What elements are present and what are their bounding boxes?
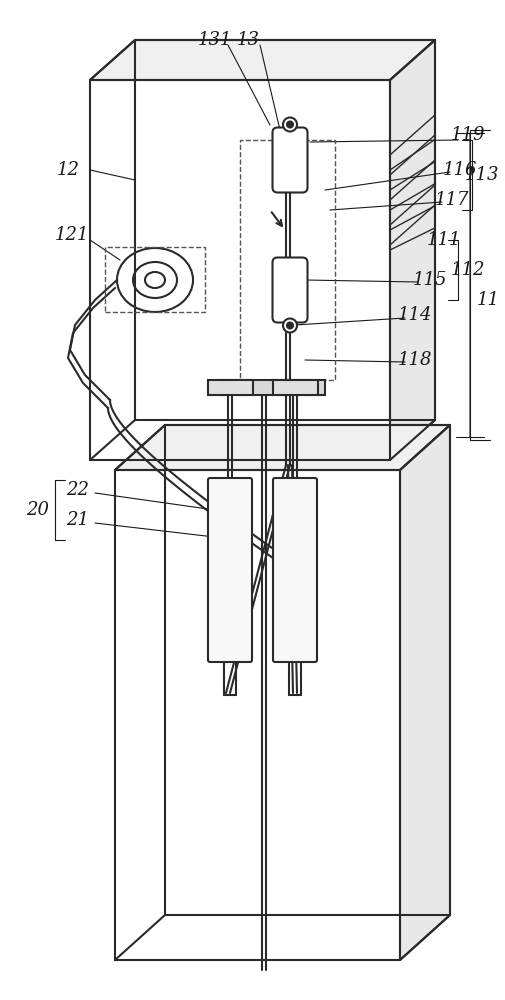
Ellipse shape bbox=[283, 117, 297, 131]
Text: 116: 116 bbox=[443, 161, 477, 179]
Text: 119: 119 bbox=[451, 126, 485, 144]
Text: 118: 118 bbox=[398, 351, 432, 369]
FancyBboxPatch shape bbox=[273, 127, 308, 192]
Text: 117: 117 bbox=[435, 191, 469, 209]
Text: 20: 20 bbox=[26, 501, 49, 519]
Text: 111: 111 bbox=[427, 231, 461, 249]
Ellipse shape bbox=[287, 121, 293, 127]
Bar bbox=[208, 380, 252, 395]
Text: 115: 115 bbox=[413, 271, 447, 289]
Text: 13: 13 bbox=[236, 31, 260, 49]
Text: 112: 112 bbox=[451, 261, 485, 279]
FancyBboxPatch shape bbox=[273, 257, 308, 322]
Bar bbox=[240, 140, 335, 380]
Polygon shape bbox=[400, 425, 450, 960]
Text: 114: 114 bbox=[398, 306, 432, 324]
Bar bbox=[105, 247, 205, 312]
Text: 11: 11 bbox=[477, 291, 499, 309]
FancyBboxPatch shape bbox=[208, 478, 252, 662]
Text: 12: 12 bbox=[57, 161, 79, 179]
Polygon shape bbox=[115, 425, 450, 470]
Ellipse shape bbox=[283, 318, 297, 332]
Text: 131: 131 bbox=[198, 31, 232, 49]
Text: 21: 21 bbox=[67, 511, 89, 529]
Bar bbox=[273, 380, 318, 395]
Text: 121: 121 bbox=[55, 226, 89, 244]
Bar bbox=[220, 380, 325, 395]
FancyBboxPatch shape bbox=[273, 478, 317, 662]
Ellipse shape bbox=[287, 322, 293, 328]
Polygon shape bbox=[90, 40, 435, 80]
Text: 113: 113 bbox=[465, 166, 499, 184]
Text: 22: 22 bbox=[67, 481, 89, 499]
Polygon shape bbox=[390, 40, 435, 460]
